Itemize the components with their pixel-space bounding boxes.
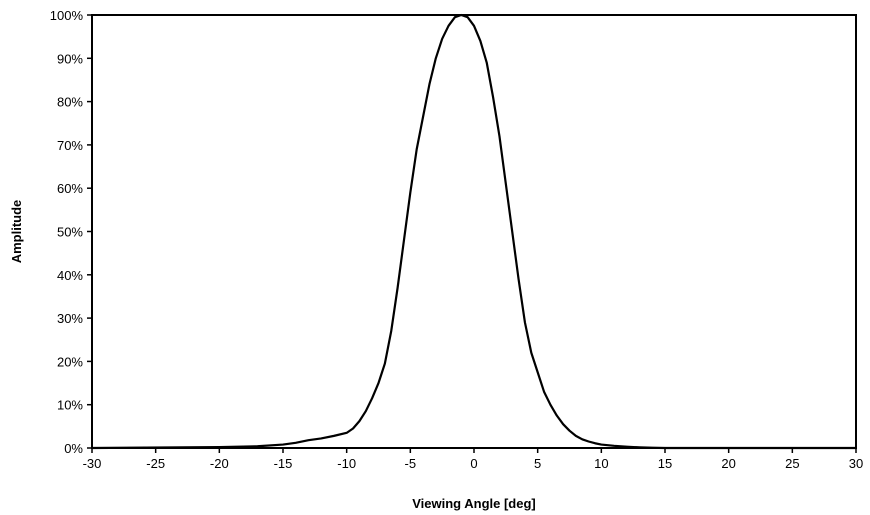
- y-tick-label: 80%: [57, 95, 83, 110]
- x-axis-title: Viewing Angle [deg]: [412, 496, 536, 511]
- x-tick-label: -5: [405, 456, 417, 471]
- x-tick-label: 0: [470, 456, 477, 471]
- series-line: [90, 13, 858, 450]
- x-tick-label: 25: [785, 456, 799, 471]
- x-tick-label: -20: [210, 456, 229, 471]
- y-tick-label: 30%: [57, 311, 83, 326]
- y-tick-label: 100%: [50, 8, 84, 23]
- x-tick-label: 20: [721, 456, 735, 471]
- y-tick-label: 70%: [57, 138, 83, 153]
- tick-labels: -30 -25 -20 -15 -10 -5 0 5 10 15 20 25 30 0% 10% 20% 30%…: [50, 8, 863, 471]
- x-tick-label: 15: [658, 456, 672, 471]
- x-tick-label: 30: [849, 456, 863, 471]
- y-tick-label: 10%: [57, 398, 83, 413]
- x-tick-label: -10: [337, 456, 356, 471]
- y-tick-label: 50%: [57, 225, 83, 240]
- x-tick-label: -30: [83, 456, 102, 471]
- y-tick-label: 20%: [57, 354, 83, 369]
- y-tick-label: 60%: [57, 181, 83, 196]
- y-tick-label: 40%: [57, 268, 83, 283]
- y-tick-label: 90%: [57, 51, 83, 66]
- y-tick-label: 0%: [64, 441, 83, 456]
- x-tick-label: 5: [534, 456, 541, 471]
- x-tick-label: 10: [594, 456, 608, 471]
- x-tick-label: -15: [274, 456, 293, 471]
- plot-area-frame: [91, 14, 857, 449]
- x-tick-label: -25: [146, 456, 165, 471]
- y-axis-title: Amplitude: [9, 200, 24, 264]
